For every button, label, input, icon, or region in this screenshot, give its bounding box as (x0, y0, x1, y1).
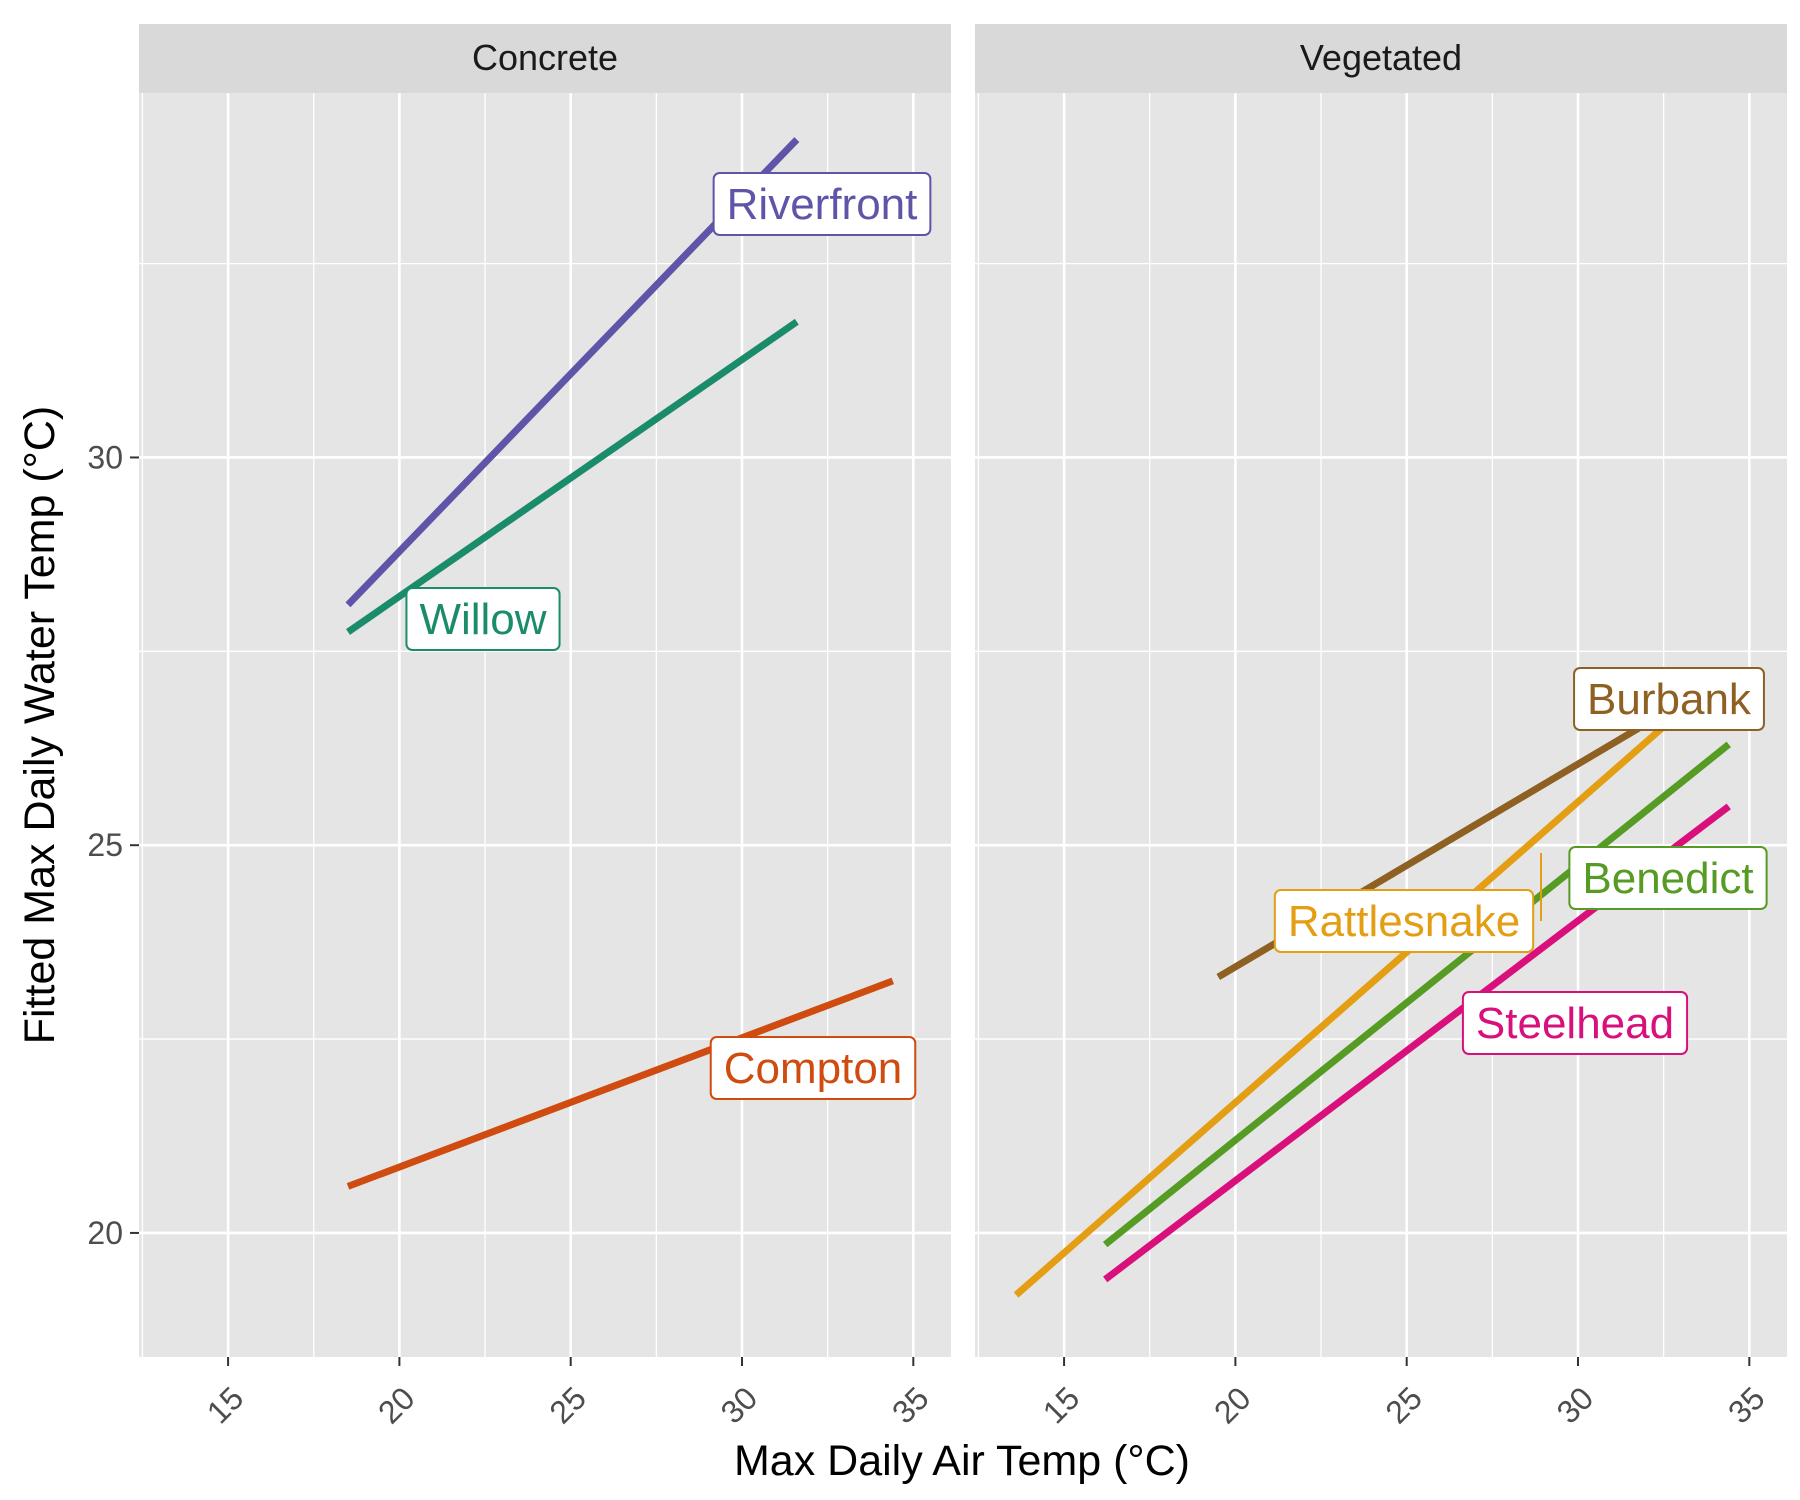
series-label-riverfront: Riverfront (712, 172, 932, 236)
y-axis-title: Fitted Max Daily Water Temp (°C) (16, 406, 64, 1044)
series-label-rattlesnake: Rattlesnake (1273, 889, 1535, 953)
y-tick-label: 25 (87, 827, 123, 863)
strip-label: Vegetated (1300, 37, 1462, 78)
panel-background (139, 93, 951, 1357)
label-box (1461, 991, 1689, 1055)
x-tick-label: 35 (885, 1380, 936, 1431)
series-label-compton: Compton (709, 1036, 917, 1100)
series-label-willow: Willow (405, 587, 561, 651)
series-line-rattlesnake (1013, 702, 1690, 1298)
label-box (712, 172, 932, 236)
label-text: Burbank (1587, 675, 1752, 724)
y-tick-label: 20 (87, 1215, 123, 1251)
y-tick-label: 30 (87, 439, 123, 475)
series-line-willow (346, 318, 799, 635)
label-box (709, 1036, 917, 1100)
strip-label: Concrete (472, 37, 618, 78)
label-text: Willow (419, 595, 546, 644)
x-tick-label: 15 (1036, 1380, 1087, 1431)
label-text: Benedict (1582, 854, 1753, 903)
x-tick-label: 20 (371, 1380, 422, 1431)
strip-background (975, 24, 1787, 93)
series-label-benedict: Benedict (1568, 846, 1768, 910)
series-line-compton (346, 977, 894, 1190)
label-text: Compton (724, 1044, 903, 1093)
series-line-benedict (1103, 741, 1731, 1248)
x-tick-label: 30 (714, 1380, 765, 1431)
label-text: Steelhead (1476, 999, 1674, 1048)
panel-concrete: Concrete 15 20 25 30 35 20 25 30 Riverfront Willow… (87, 24, 951, 1430)
label-box (1568, 846, 1768, 910)
panels-layer: Concrete 15 20 25 30 35 20 25 30 Riverfront Willow… (87, 24, 1787, 1430)
x-tick-label: 35 (1721, 1380, 1772, 1431)
label-box (1273, 889, 1535, 953)
x-tick-label: 30 (1550, 1380, 1601, 1431)
series-label-burbank: Burbank (1573, 667, 1765, 731)
label-text: Rattlesnake (1288, 897, 1520, 946)
strip-background (139, 24, 951, 93)
x-axis-title: Max Daily Air Temp (°C) (734, 1437, 1190, 1485)
label-box (405, 587, 561, 651)
label-box (1573, 667, 1765, 731)
label-text: Riverfront (727, 180, 918, 229)
x-tick-label: 25 (542, 1380, 593, 1431)
x-tick-label: 15 (200, 1380, 251, 1431)
series-label-steelhead: Steelhead (1461, 991, 1689, 1055)
x-tick-label: 25 (1378, 1380, 1429, 1431)
panel-vegetated: Vegetated 15 20 25 30 35 Burbank Rattlesnake Ben… (975, 24, 1787, 1430)
x-tick-label: 20 (1207, 1380, 1258, 1431)
